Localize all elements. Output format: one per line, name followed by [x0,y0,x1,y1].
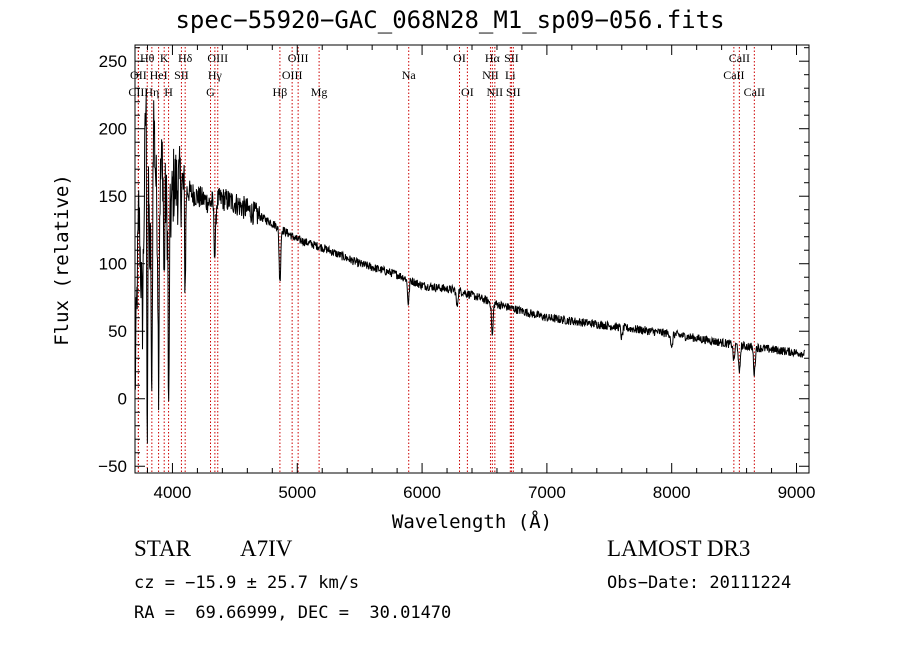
y-tick-label: 150 [99,187,127,206]
line-marker-label: SII [506,85,521,99]
x-tick-label: 5000 [278,483,316,502]
line-marker-labels: CIIIOIIHθHηHeIKHSIIHδGHγOIIIHβOIIIOIIIMg… [128,51,765,99]
object-subclass: A7IV [240,536,293,561]
line-marker-label: OIII [207,51,228,65]
line-marker-label: H [164,85,173,99]
y-tick-label: 200 [99,120,127,139]
line-marker-label: Hγ [208,68,223,82]
observation-date: Obs−Date: 20111224 [607,573,792,593]
x-tick-label: 6000 [403,483,441,502]
line-marker-label: OIII [282,68,303,82]
y-tick-label: 250 [99,52,127,71]
object-class: STAR [134,536,191,561]
x-tick-label: 7000 [528,483,566,502]
y-tick-label: −50 [98,457,127,476]
line-marker-label: G [206,85,215,99]
x-tick-label: 8000 [653,483,691,502]
redshift-velocity: cz = −15.9 ± 25.7 km/s [134,573,360,593]
y-axis-label: Flux (relative) [51,174,73,346]
line-markers [137,47,755,473]
line-marker-label: NII [487,85,504,99]
line-marker-label: Na [402,68,417,82]
line-marker-label: SII [174,68,189,82]
x-axis-label: Wavelength (Å) [392,510,552,533]
line-marker-label: Mg [311,85,328,99]
line-marker-label: HeI [150,68,168,82]
axis-ticks: 4000 5000 6000 7000 8000 9000 −50 0 50 100 150 200 2… [98,45,815,502]
sky-coordinates: RA = 69.66999, DEC = 30.01470 [134,603,452,623]
line-marker-label: Hβ [273,85,288,99]
line-marker-label: Hα [485,51,501,65]
line-marker-label: Hδ [178,51,193,65]
x-tick-label: 9000 [778,483,816,502]
line-marker-label: OI [461,85,474,99]
y-tick-label: 0 [118,390,127,409]
line-marker-label: Hθ [140,51,155,65]
line-marker-label: Li [505,68,516,82]
line-marker-label: K [160,51,169,65]
y-tick-label: 100 [99,255,127,274]
line-marker-label: CaII [723,68,744,82]
line-marker-label: SII [504,51,519,65]
line-marker-label: CaII [744,85,765,99]
survey-name: LAMOST DR3 [607,536,751,561]
line-marker-label: Hη [144,85,159,99]
line-marker-label: CaII [729,51,750,65]
spectrum-line [134,94,805,444]
line-marker-label: NII [482,68,499,82]
y-tick-label: 50 [108,322,127,341]
line-marker-label: OIII [288,51,309,65]
plot-frame [134,44,810,474]
x-tick-label: 4000 [154,483,192,502]
line-marker-label: CIII [128,85,148,99]
chart-title: spec−55920−GAC_068N28_M1_sp09−056.fits [175,6,725,34]
line-marker-label: OI [453,51,466,65]
